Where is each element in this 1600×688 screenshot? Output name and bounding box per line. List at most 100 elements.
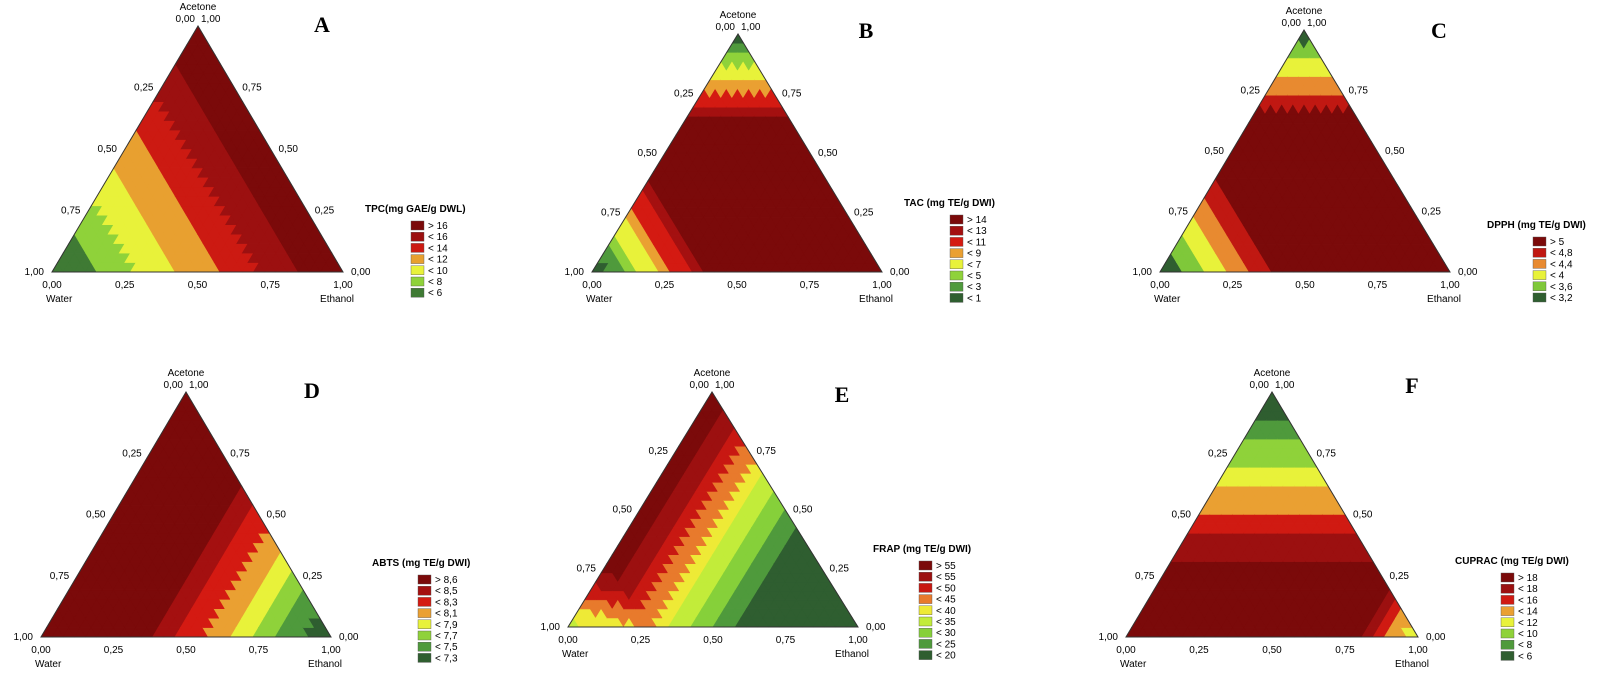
legend-title: CUPRAC (mg TE/g DWI): [1455, 556, 1569, 567]
legend-swatch: [949, 248, 964, 258]
legend-swatch: [1532, 236, 1547, 247]
tick-label: 0,50: [267, 510, 287, 521]
tick-label: 0,25: [1241, 86, 1261, 97]
vertex-label-acetone: Acetone: [1286, 6, 1323, 17]
tick-label: 0,50: [98, 144, 118, 155]
tick-label: 1,00: [848, 635, 868, 646]
legend-label: < 4,4: [1550, 259, 1573, 270]
legend-swatch: [1500, 651, 1515, 661]
legend-label: < 4: [1550, 271, 1565, 282]
legend-label: < 8,3: [435, 597, 458, 608]
tick-label: 0,75: [61, 206, 81, 217]
tick-label: 0,50: [638, 148, 658, 159]
tick-label: 0,25: [854, 208, 874, 219]
tick-label: 0,75: [1368, 280, 1388, 291]
legend-swatch: [949, 259, 964, 269]
legend-label: < 8,5: [435, 586, 458, 597]
tick-label: 1,00: [189, 380, 209, 391]
tick-label: 0,50: [86, 510, 106, 521]
legend-swatch: [410, 231, 425, 242]
legend-label: < 35: [936, 617, 956, 628]
tick-label: 0,25: [830, 563, 850, 574]
panel-letter: D: [304, 378, 320, 403]
tick-label: 1,00: [1408, 645, 1428, 656]
contour-fill: [1125, 391, 1419, 638]
contour-cell: [1265, 391, 1279, 402]
legend-label: < 10: [1518, 629, 1538, 640]
panel-letter: E: [835, 382, 850, 407]
triangle-outline: [40, 391, 332, 638]
legend: ABTS (mg TE/g DWI)> 8,6< 8,5< 8,3< 8,1< …: [372, 558, 470, 664]
vertex-label-water: Water: [586, 294, 613, 305]
panel-d: Acetone Water Ethanol 0,00 1,00 0,25 0,50 0,75 1…: [14, 368, 471, 670]
tick-label: 0,50: [1385, 146, 1405, 157]
contour-fill: [591, 33, 883, 273]
tick-label: 0,75: [249, 645, 269, 656]
tick-label: 0,75: [1349, 86, 1369, 97]
legend-swatch: [410, 254, 425, 264]
panel-f: Acetone Water Ethanol 0,00 1,00 0,25 0,50 0,75 1…: [1099, 368, 1569, 670]
legend-label: > 5: [1550, 237, 1565, 248]
legend-label: < 6: [428, 288, 443, 299]
legend-label: < 5: [967, 271, 982, 282]
tick-label: 0,75: [757, 446, 777, 457]
legend-swatch: [918, 639, 933, 649]
tick-label: 0,50: [727, 280, 747, 291]
legend-label: < 50: [936, 583, 956, 594]
tick-label: 1,00: [333, 280, 353, 291]
legend-swatch: [918, 572, 933, 582]
tick-label: 0,00: [716, 22, 736, 33]
tick-label: 0,50: [1262, 645, 1282, 656]
tick-label: 1,00: [741, 22, 761, 33]
legend-swatch: [1500, 617, 1515, 627]
vertex-label-water: Water: [35, 659, 62, 670]
tick-label: 0,50: [279, 144, 299, 155]
legend-label: < 13: [967, 226, 987, 237]
tick-label: 0,25: [115, 280, 135, 291]
tick-label: 0,00: [1282, 18, 1302, 29]
tick-label: 0,50: [188, 280, 208, 291]
tick-label: 0,50: [793, 505, 813, 516]
vertex-label-ethanol: Ethanol: [1427, 294, 1461, 305]
tick-label: 0,00: [1116, 645, 1136, 656]
legend-swatch: [410, 265, 425, 275]
legend-label: < 20: [936, 651, 956, 662]
vertex-label-water: Water: [46, 294, 73, 305]
tick-label: 0,00: [339, 632, 359, 643]
legend-label: < 3,2: [1550, 293, 1573, 304]
panel-letter: F: [1405, 373, 1418, 398]
tick-label: 0,50: [1172, 510, 1192, 521]
tick-label: 0,50: [1295, 280, 1315, 291]
tick-label: 1,00: [715, 380, 735, 391]
panel-letter: B: [859, 18, 874, 43]
legend-label: < 8: [1518, 640, 1533, 651]
tick-label: 0,00: [31, 645, 51, 656]
legend-label: < 4,8: [1550, 248, 1573, 259]
legend-label: < 7,7: [435, 631, 458, 642]
legend-swatch: [918, 583, 933, 593]
legend-swatch: [918, 628, 933, 638]
panel-b: Acetone Water Ethanol 0,00 1,00 0,25 0,50 0,75 1…: [565, 10, 995, 305]
tick-label: 0,50: [1353, 510, 1373, 521]
legend-label: < 16: [1518, 595, 1538, 606]
tick-label: 0,25: [1189, 645, 1209, 656]
panel-e: Acetone Water Ethanol 0,00 1,00 0,25 0,50 0,75 1…: [541, 368, 972, 662]
triangle-outline: [567, 391, 859, 628]
contour-cell: [705, 391, 719, 402]
legend-swatch: [1532, 259, 1547, 269]
tick-label: 1,00: [201, 14, 221, 25]
legend: CUPRAC (mg TE/g DWI) > 18< 18< 16< 14< 12…: [1455, 556, 1569, 662]
legend-label: < 9: [967, 249, 982, 260]
legend-label: > 55: [936, 561, 956, 572]
tick-label: 0,50: [1205, 146, 1225, 157]
vertex-label-acetone: Acetone: [720, 10, 757, 21]
legend-swatch: [1500, 572, 1515, 583]
contour-cell: [179, 391, 193, 402]
legend: TAC (mg TE/g DWI)> 14< 13< 11< 9< 7< 5< …: [904, 198, 995, 304]
legend-label: < 3: [967, 282, 982, 293]
tick-label: 0,75: [1335, 645, 1355, 656]
legend-label: < 45: [936, 595, 956, 606]
legend-label: < 14: [1518, 607, 1538, 618]
legend: DPPH (mg TE/g DWI) > 5< 4,8< 4,4< 4< 3,6<…: [1487, 220, 1586, 304]
